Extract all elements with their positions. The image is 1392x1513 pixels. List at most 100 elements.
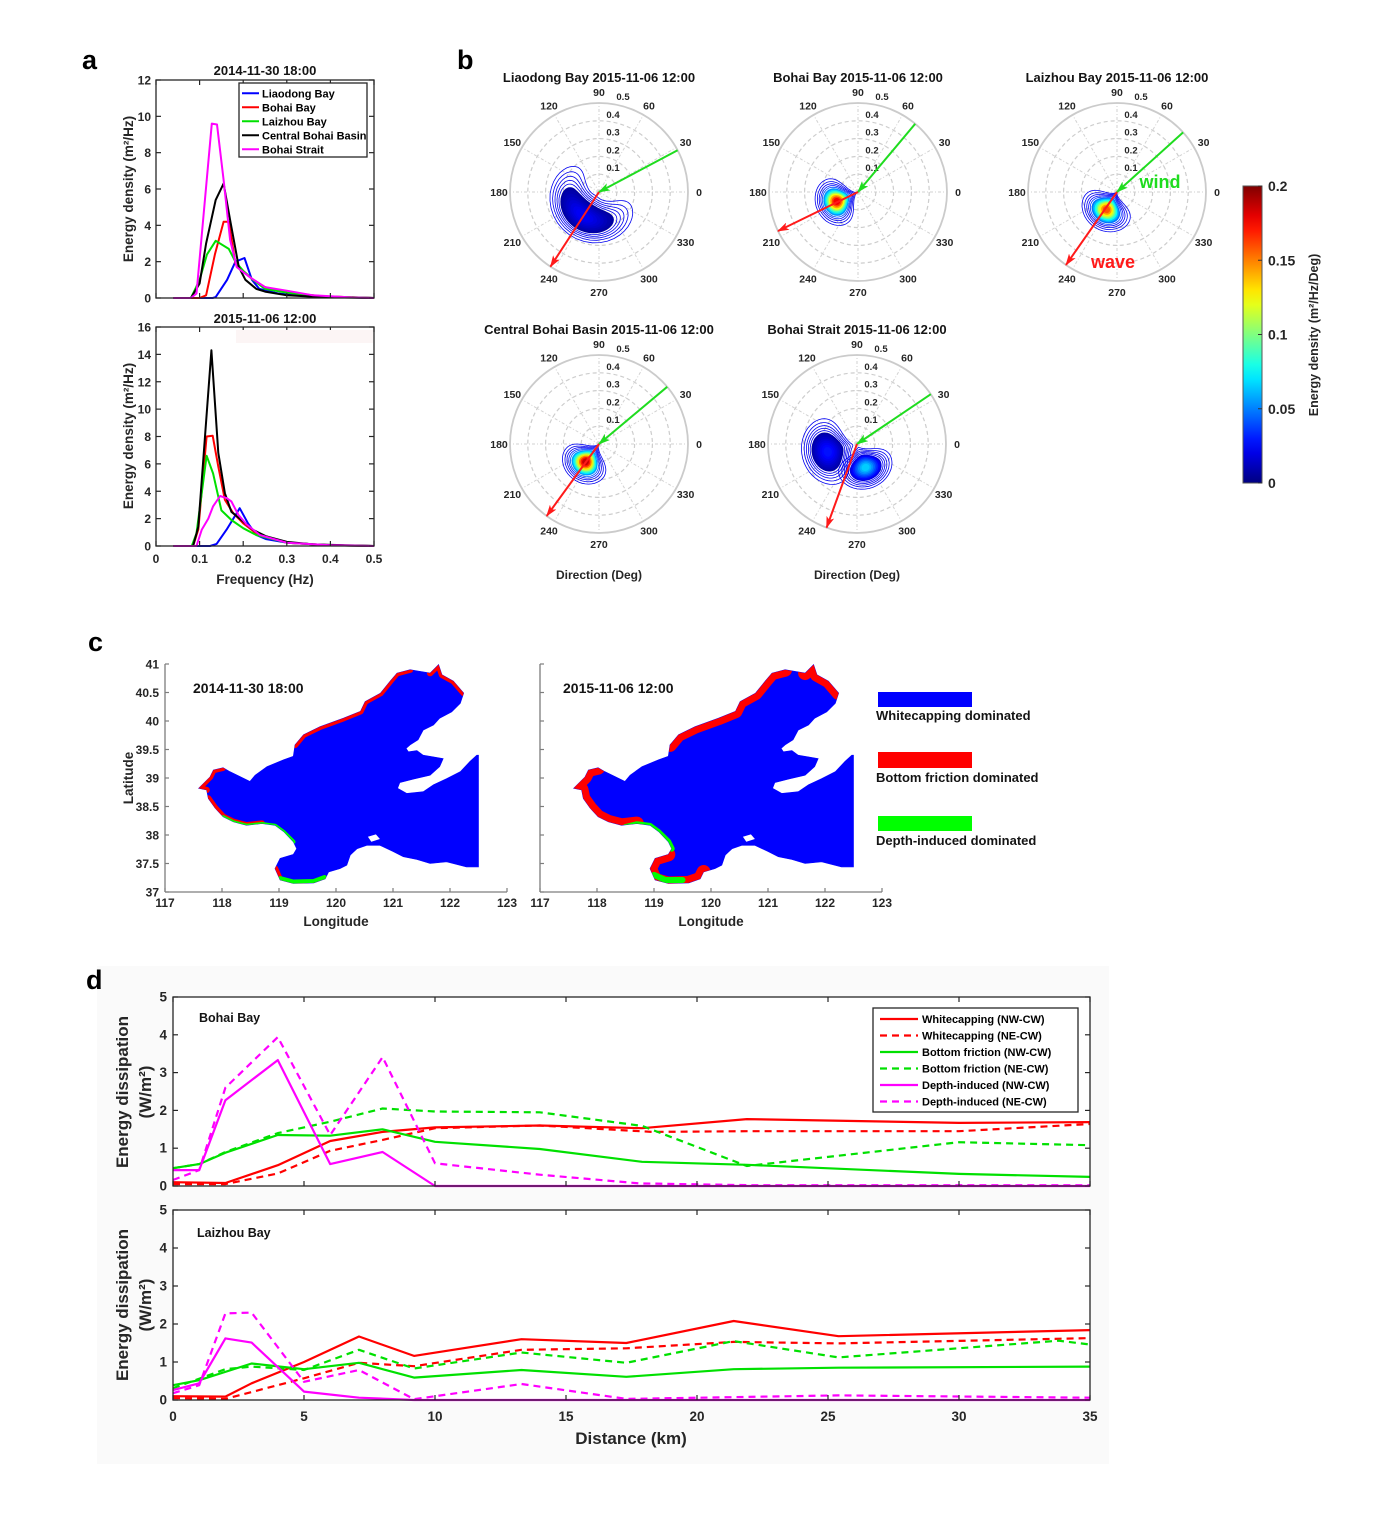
contour-level xyxy=(808,427,847,477)
angle-tick-label: 240 xyxy=(799,274,817,286)
polar-plot-laizhou-bay: 0 30 60 90 120 150 180 210 240 270 300 330 0.1 0.2 0.3… xyxy=(1008,87,1220,299)
x-tick-label: 0.2 xyxy=(235,552,252,566)
angle-tick-label: 240 xyxy=(798,526,816,538)
polar-grid xyxy=(1027,102,1207,282)
y-axis-label-line2: (W/m²) xyxy=(136,1279,155,1332)
polar-spoke xyxy=(779,443,858,489)
series-line-bottom-friction-ne-cw-dashed xyxy=(172,1339,1091,1390)
legend-label: Liaodong Bay xyxy=(262,88,336,100)
panel-c: c Latitude 117 118 119 120 121 122 123 37 37.5 38… xyxy=(88,627,1039,929)
polar-spoke xyxy=(598,191,644,270)
polar-spoke xyxy=(779,399,858,445)
polar-plot-central-bohai-basin: 0 30 60 90 120 150 180 210 240 270 300 330 0.1 0.2 0.3… xyxy=(490,339,702,551)
plot-spectrum-2014: 0 2 4 6 8 10 12 Liaodong Bay Bohai Bay Laizhou Ba… xyxy=(138,74,375,306)
angle-tick-label: 30 xyxy=(1198,137,1210,149)
angle-tick-label: 30 xyxy=(680,137,692,149)
y-tick-label: 41 xyxy=(146,658,160,672)
legend-item-depth-induced-ne-cw-dashed: Depth-induced (NE-CW) xyxy=(880,1097,1047,1109)
map-title: 2015-11-06 12:00 xyxy=(563,680,674,696)
contour-level xyxy=(556,179,621,237)
y-tick-label: 4 xyxy=(144,485,151,499)
y-axis-label-line2: (W/m²) xyxy=(136,1066,155,1119)
plot-area xyxy=(156,327,374,546)
wave-arrow xyxy=(825,443,858,529)
x-tick-label: 25 xyxy=(820,1409,836,1424)
x-tick-label: 0.4 xyxy=(322,552,339,566)
legend-item-bohai-bay: Bohai Bay xyxy=(242,102,317,114)
angle-tick-label: 180 xyxy=(748,439,766,451)
angle-tick-label: 150 xyxy=(762,389,780,401)
polar-ring xyxy=(527,372,671,516)
x-tick-label: 10 xyxy=(427,1409,442,1424)
land-island xyxy=(742,834,755,842)
wave-arrow xyxy=(545,443,600,517)
legend-item-whitecapping-nw-cw: Whitecapping (NW-CW) xyxy=(880,1014,1045,1026)
spectrum-contours xyxy=(800,418,893,490)
y-tick-label: 0 xyxy=(159,1179,167,1194)
legend-swatch-blue xyxy=(878,692,972,707)
legend-item-bottom-friction: Bottom friction dominated xyxy=(876,752,1039,785)
polar-outer-circle xyxy=(509,102,689,282)
legend-item-depth-induced: Depth-induced dominated xyxy=(876,816,1036,848)
radial-tick-label: 0.4 xyxy=(606,110,620,121)
polar-spoke xyxy=(598,147,677,193)
angle-tick-label: 300 xyxy=(898,526,916,538)
polar-spoke xyxy=(554,366,600,445)
angle-tick-label: 90 xyxy=(593,339,605,351)
depth-induced-zone xyxy=(651,871,686,883)
radial-tick-label: 0.3 xyxy=(865,128,878,139)
y-tick-label: 10 xyxy=(138,110,152,124)
angle-tick-label: 120 xyxy=(1058,100,1076,112)
contour-level xyxy=(838,446,893,490)
y-axis-label: Latitude xyxy=(121,751,136,804)
polar-spoke xyxy=(1116,191,1162,270)
legend-label: Bottom friction (NE-CW) xyxy=(922,1064,1049,1076)
polar-spoke xyxy=(857,191,936,237)
y-tick-label: 0 xyxy=(144,292,151,306)
wave-arrow xyxy=(1065,191,1118,266)
polar-spoke xyxy=(554,114,600,193)
polar-spoke xyxy=(857,114,903,193)
angle-tick-label: 90 xyxy=(593,87,605,99)
chart-spectrum-2014: 2014-11-30 18:00 Energy density (m²/Hz) … xyxy=(121,63,375,306)
polar-spoke xyxy=(780,147,859,193)
angle-tick-label: 330 xyxy=(936,237,954,249)
plot-spectrum-2015: 0 0.1 0.2 0.3 0.4 0.5 0 2 4 6 8 10 12 14 16 xyxy=(138,321,383,567)
polar-spoke xyxy=(1116,191,1195,237)
legend-label: Bottom friction dominated xyxy=(876,770,1039,785)
polar-ring xyxy=(562,155,636,229)
x-tick-label: 119 xyxy=(269,896,289,910)
radial-tick-label: 0.3 xyxy=(606,128,619,139)
y-tick-label: 8 xyxy=(144,146,151,160)
x-tick-label: 121 xyxy=(383,896,403,910)
x-tick-label: 118 xyxy=(587,896,607,910)
angle-tick-label: 30 xyxy=(939,137,951,149)
angle-tick-label: 0 xyxy=(1214,187,1220,199)
legend-swatch-green xyxy=(878,816,972,831)
legend-box xyxy=(238,82,368,158)
map-title: 2014-11-30 18:00 xyxy=(193,680,304,696)
polar-grid xyxy=(768,102,948,282)
contour-level xyxy=(805,425,849,479)
contour-level xyxy=(841,448,890,488)
y-tick-label: 39.5 xyxy=(136,743,160,757)
x-tick-label: 0 xyxy=(169,1409,177,1424)
wind-arrow xyxy=(1116,131,1184,193)
y-tick-label: 4 xyxy=(159,1241,167,1256)
polar-spoke xyxy=(521,399,600,445)
x-tick-label: 35 xyxy=(1082,1409,1098,1424)
polar-spoke xyxy=(857,147,936,193)
polar-spoke xyxy=(521,443,600,489)
land-island xyxy=(367,834,380,842)
polar-ring xyxy=(785,372,929,516)
colorbar-tick-label: 0.05 xyxy=(1268,401,1295,417)
contour-level xyxy=(818,183,854,222)
series-line-whitecapping-nw-cw xyxy=(172,1319,1091,1398)
angle-tick-label: 240 xyxy=(540,274,558,286)
contour-level xyxy=(817,181,855,224)
y-tick-label: 2 xyxy=(159,1103,167,1118)
polar-spoke xyxy=(554,191,600,270)
x-tick-label: 123 xyxy=(872,896,892,910)
x-tick-label: 120 xyxy=(326,896,346,910)
